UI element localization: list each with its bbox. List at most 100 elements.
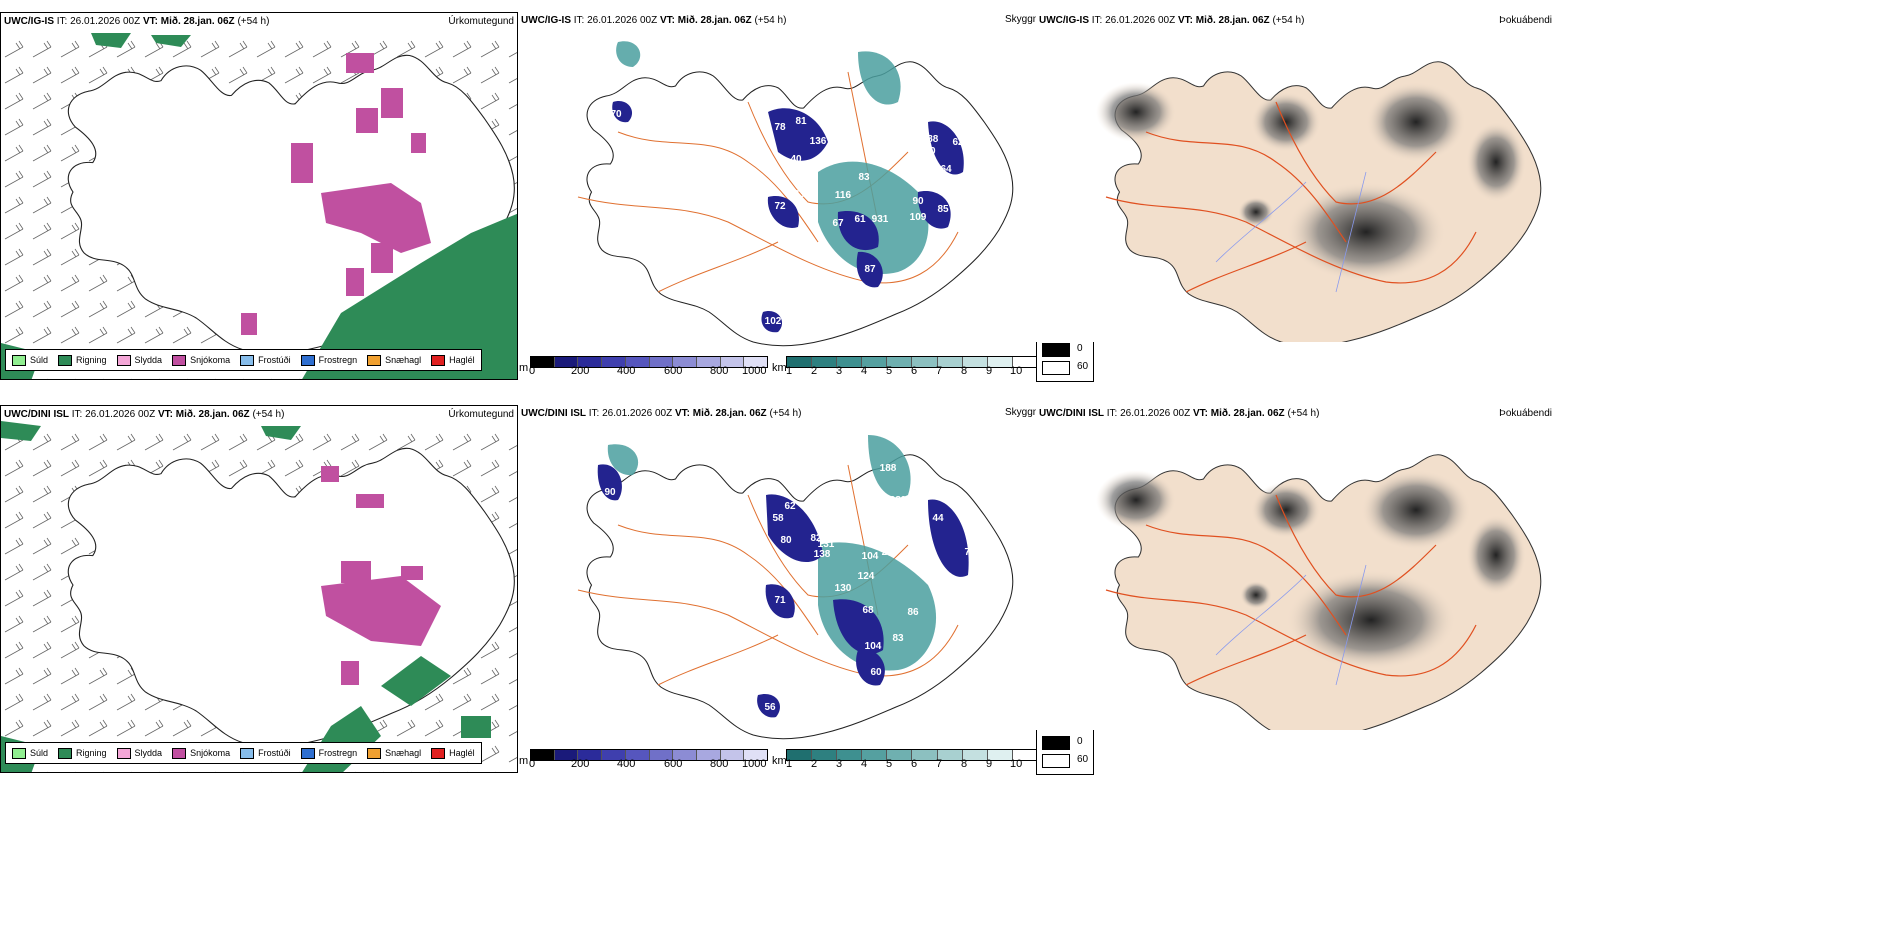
legend-swatch xyxy=(116,747,131,759)
cloud-label: 214 xyxy=(820,156,837,167)
vis-tick: 7 xyxy=(936,758,943,770)
fog-map-canvas xyxy=(1096,61,1542,342)
legend-label: Frostúði xyxy=(258,748,291,758)
cloud-label: 60 xyxy=(870,667,882,678)
vis-tick: 10 xyxy=(1010,365,1023,377)
cloud-label: 71 xyxy=(774,595,786,606)
visibility-areas xyxy=(616,41,929,274)
legend-label: Súld xyxy=(30,355,49,365)
vis-tick: 10 xyxy=(1010,758,1023,770)
cloud-label: 83 xyxy=(892,633,904,644)
vis-tick: 4 xyxy=(861,365,868,377)
legend-item: Snjókoma xyxy=(172,354,230,366)
vis-tick: 6 xyxy=(911,758,918,770)
lead-time: (+54 h) xyxy=(237,16,270,27)
vis-tick: 6 xyxy=(911,365,918,377)
init-time: 26.01.2026 00Z xyxy=(1105,15,1176,26)
cloud-label: 188 xyxy=(922,134,939,145)
valid-time: Mið. 28.jan. 06Z xyxy=(677,15,752,26)
cloudbase-tick: 600 xyxy=(664,365,683,377)
visibility-colorbar xyxy=(786,749,1038,761)
cloud-label: 58 xyxy=(772,513,784,524)
cloud-label: 71 xyxy=(930,575,942,586)
legend-item: Súld xyxy=(12,747,48,759)
legend-swatch xyxy=(431,354,446,366)
cloud-label: 62 xyxy=(784,501,796,512)
cloud-label: 339 xyxy=(895,104,912,115)
fog-legend-row2: 0 60 xyxy=(1036,729,1094,775)
legend-swatch xyxy=(367,354,382,366)
cloud-label: 85 xyxy=(937,204,949,215)
cloud-label: 70 xyxy=(965,519,977,530)
fog-title: Þokuábendi xyxy=(1499,15,1552,26)
lead-time: (+54 h) xyxy=(754,15,787,26)
legend-item: Rigning xyxy=(58,747,107,759)
legend-label: Rigning xyxy=(76,355,107,365)
vis-tick: 3 xyxy=(836,365,843,377)
legend-swatch xyxy=(240,354,255,366)
legend-swatch xyxy=(240,747,255,759)
fog-swatch xyxy=(1042,736,1070,750)
cloudbase-tick: 1000 xyxy=(742,365,767,377)
legend-swatch xyxy=(300,747,315,759)
cloudbase-tick: 200 xyxy=(571,758,590,770)
cloudbase-tick: 400 xyxy=(617,365,636,377)
cloudbase-colorbar xyxy=(530,356,768,368)
fog-legend-row1: 0 60 xyxy=(1036,336,1094,382)
cloud-label: 87 xyxy=(864,264,876,275)
cloud-header-row2: UWC/DINI ISL IT: 26.01.2026 00Z VT: Mið.… xyxy=(521,408,801,419)
fog-map-row2: UWC/DINI ISL IT: 26.01.2026 00Z VT: Mið.… xyxy=(1036,405,1560,730)
cloud-label: 56 xyxy=(764,702,776,713)
legend-label: Snæhagl xyxy=(385,748,422,758)
lead-time: (+54 h) xyxy=(1272,15,1305,26)
valid-time: Mið. 28.jan. 06Z xyxy=(175,409,250,420)
vis-tick: 9 xyxy=(986,365,993,377)
legend-swatch xyxy=(431,747,446,759)
vis-unit: km xyxy=(772,362,787,374)
legend-swatch xyxy=(12,747,26,759)
vt-label: VT: xyxy=(1177,15,1193,26)
valid-time: Mið. 28.jan. 06Z xyxy=(160,16,235,27)
precip-map-row2: UWC/DINI ISL IT: 26.01.2026 00Z VT: Mið.… xyxy=(0,405,518,773)
fog-swatch xyxy=(1042,343,1070,357)
fog-title: Þokuábendi xyxy=(1499,408,1552,419)
cloudbase-tick: 800 xyxy=(710,758,729,770)
fog-swatch xyxy=(1042,361,1070,375)
cloud-label: 360 xyxy=(828,139,845,150)
it-label: IT: xyxy=(56,16,68,27)
legend-item: Frostregn xyxy=(300,747,357,759)
cloud-label: 62 xyxy=(952,137,964,148)
cloud-label: 104 xyxy=(865,641,882,652)
legend-label: Frostregn xyxy=(318,355,358,365)
legend-item: Rigning xyxy=(58,354,107,366)
vis-tick: 2 xyxy=(811,365,818,377)
cloud-label: 68 xyxy=(862,605,874,616)
vis-tick: 1 xyxy=(786,365,793,377)
cloud-map-canvas: 90 58 62 80 82 131 138 104 124 130 71 68… xyxy=(577,435,1014,740)
vis-tick: 9 xyxy=(986,758,993,770)
lead-time: (+54 h) xyxy=(1287,408,1320,419)
vt-label: VT: xyxy=(1192,408,1208,419)
legend-item: Frostúði xyxy=(240,747,291,759)
legend-swatch xyxy=(58,354,73,366)
vt-label: VT: xyxy=(157,409,173,420)
fog-swatch xyxy=(1042,754,1070,768)
vis-tick: 1 xyxy=(786,758,793,770)
cloud-label: 90 xyxy=(912,196,924,207)
legend-label: Haglél xyxy=(449,355,475,365)
fog-rivers xyxy=(1215,171,1367,293)
cloud-label: 83 xyxy=(858,172,870,183)
cloud-label: 102 xyxy=(765,316,782,327)
cloud-label: 124 xyxy=(858,571,875,582)
cloud-label: 61 xyxy=(854,214,866,225)
low-cloud-areas xyxy=(612,101,964,333)
vis-tick: 4 xyxy=(861,758,868,770)
legend-swatch xyxy=(367,747,382,759)
fog-map-row1: UWC/IG-IS IT: 26.01.2026 00Z VT: Mið. 28… xyxy=(1036,12,1560,342)
fog-shading xyxy=(1096,470,1526,670)
cloud-label: 64 xyxy=(940,164,952,175)
vis-tick: 3 xyxy=(836,758,843,770)
cloud-label: 86 xyxy=(907,607,919,618)
it-label: IT: xyxy=(1091,15,1103,26)
valid-time: Mið. 28.jan. 06Z xyxy=(1210,408,1285,419)
